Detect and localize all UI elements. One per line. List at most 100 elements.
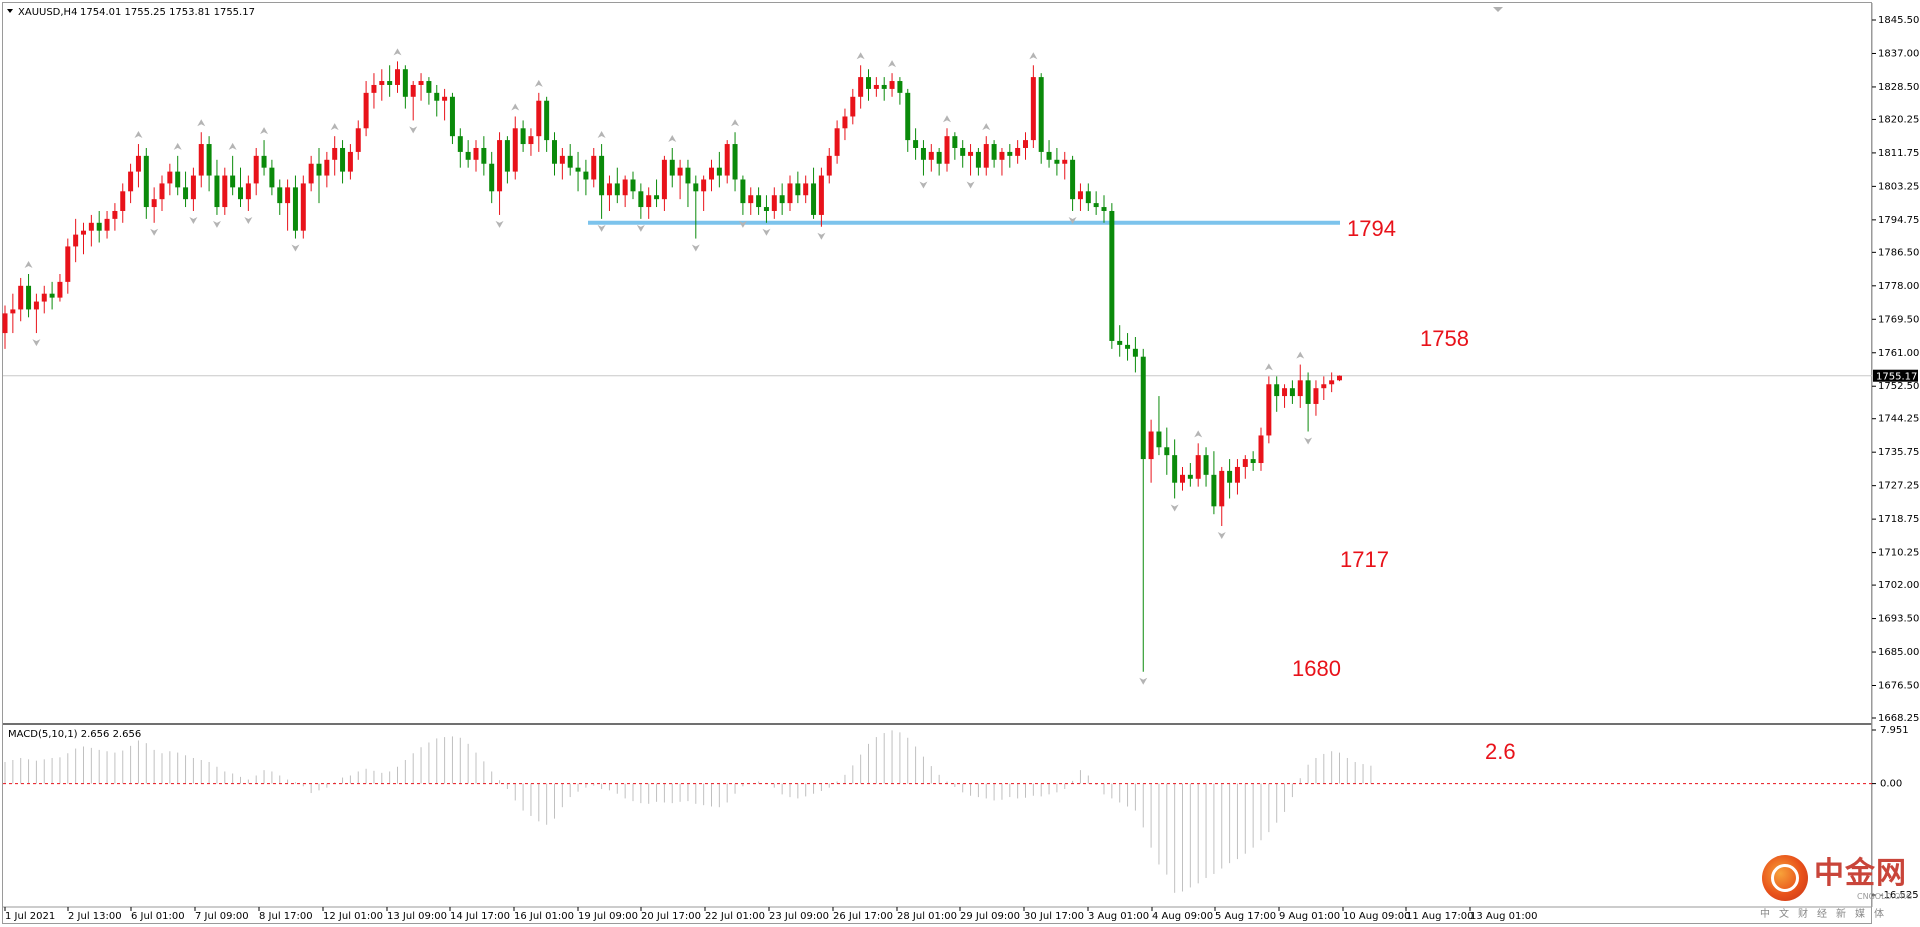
candle-body (1282, 388, 1288, 397)
fractal-up-marker (1264, 363, 1273, 371)
candle-body (991, 144, 997, 160)
fractal-up-marker (1029, 52, 1038, 60)
candle-body (371, 84, 377, 93)
time-tick-label: 16 Jul 01:00 (514, 911, 574, 922)
candle-body (842, 116, 848, 129)
candle-body (944, 136, 950, 164)
candle-body (504, 140, 510, 172)
candle-body (803, 183, 809, 196)
fractal-down-marker (738, 220, 747, 228)
candle-body (701, 179, 707, 192)
candle-body (457, 136, 463, 152)
candle-body (552, 140, 557, 164)
candle-body (253, 155, 259, 184)
current-price-box (1873, 369, 1918, 382)
candle-body (952, 136, 958, 148)
candle-body (214, 175, 220, 208)
candle-body (1101, 207, 1107, 211)
annotation-high-1758: 1758 (1420, 326, 1469, 351)
candle-body (512, 128, 518, 172)
price-tick-label: 1710.25 (1878, 548, 1919, 559)
annotation-macd-2-6: 2.6 (1485, 739, 1516, 764)
fractal-up-marker (888, 60, 897, 68)
chart-menu-triangle-icon[interactable] (7, 9, 13, 13)
candle-body (1321, 384, 1327, 389)
time-tick-label: 3 Aug 01:00 (1088, 911, 1149, 922)
candle-body (104, 218, 110, 231)
candle-body (646, 195, 652, 208)
candle-body (614, 183, 620, 196)
candle-body (1085, 191, 1091, 204)
candle-body (33, 301, 39, 310)
fractal-down-marker (189, 216, 198, 224)
cngold-logo: 中金网 CNGOLD.ORG 中文财经新媒体 (1760, 855, 1912, 920)
fractal-up-marker (597, 131, 606, 139)
fractal-down-marker (636, 224, 645, 232)
candle-body (1125, 344, 1131, 349)
candle-body (410, 84, 416, 97)
candle-body (669, 159, 675, 176)
fractal-down-marker (1170, 504, 1179, 512)
candle-body (850, 96, 856, 117)
candle-body (355, 128, 361, 152)
fractal-up-marker (534, 79, 543, 87)
candle-body (630, 179, 636, 192)
candle-body (277, 187, 283, 204)
macd-label: MACD(5,10,1) 2.656 2.656 (8, 729, 141, 740)
candle-body (1117, 340, 1123, 345)
candle-body (418, 81, 424, 85)
candle-body (135, 155, 141, 172)
candle-body (716, 167, 722, 176)
fractal-up-marker (943, 115, 951, 123)
candle-body (826, 155, 832, 176)
ohlc-readout: 1754.01 1755.25 1753.81 1755.17 (80, 7, 255, 18)
candle-body (65, 246, 71, 282)
candle-body (1250, 459, 1256, 464)
candle-body (889, 81, 895, 89)
time-tick-label: 5 Aug 17:00 (1215, 911, 1276, 922)
candle-body (1164, 447, 1170, 456)
candle-body (732, 144, 738, 180)
candle-body (1203, 455, 1209, 475)
candle-body (920, 147, 926, 160)
candle-body (206, 144, 212, 176)
candle-body (811, 183, 817, 215)
candle-body (583, 171, 589, 180)
time-tick-label: 13 Jul 09:00 (387, 911, 447, 922)
candle-body (873, 84, 879, 89)
macd-axis-ticks: 7.951 0.00 -16.525 (1872, 725, 1919, 901)
candle-body (575, 167, 581, 172)
candle-body (1329, 380, 1335, 385)
candle-body (740, 179, 746, 204)
time-tick-label: 4 Aug 09:00 (1152, 911, 1213, 922)
fractal-down-marker (1304, 437, 1313, 445)
candle-body (756, 195, 762, 208)
time-tick-label: 13 Aug 01:00 (1470, 911, 1537, 922)
candle-body (1062, 159, 1068, 164)
fractal-up-marker (330, 123, 339, 131)
scroll-marker-icon[interactable] (1493, 7, 1503, 12)
candle-body (292, 187, 298, 231)
candle-body (1054, 159, 1060, 164)
candle-body (308, 163, 314, 184)
candle-body (128, 171, 134, 192)
candle-body (1242, 459, 1248, 467)
annotation-low-1680: 1680 (1292, 656, 1341, 681)
candle-body (567, 155, 573, 168)
fractal-down-marker (1139, 677, 1148, 685)
fractal-up-marker (1296, 351, 1305, 359)
time-tick-label: 9 Aug 01:00 (1279, 911, 1340, 922)
candle-body (387, 81, 393, 85)
price-tick-label: 1837.00 (1878, 48, 1919, 59)
candle-body (57, 281, 63, 298)
candle-body (960, 147, 966, 156)
candle-body (175, 171, 181, 188)
fractal-down-marker (1068, 216, 1077, 224)
candle-body (1046, 151, 1052, 160)
candle-body (795, 183, 801, 196)
candle-body (41, 293, 47, 302)
price-tick-label: 1693.50 (1878, 614, 1919, 625)
candle-body (316, 163, 322, 176)
candle-body (661, 159, 667, 200)
candle-body (473, 147, 479, 160)
